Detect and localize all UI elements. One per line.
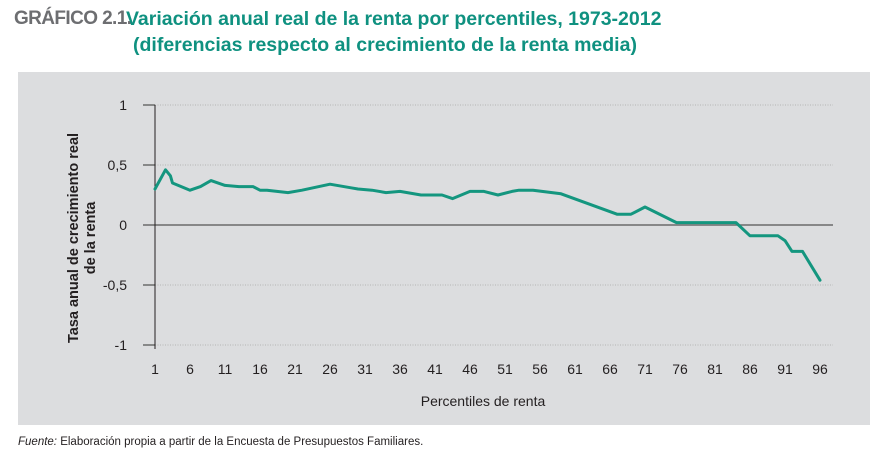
x-tick-label: 81 [707,361,723,377]
x-tick-label: 31 [357,361,373,377]
x-tick-label: 1 [151,361,159,377]
source-label: Fuente: [18,436,57,448]
y-tick-labels: 1 0,5 0 -0,5 -1 [103,97,127,353]
x-tick-label: 61 [567,361,583,377]
x-tick-label: 21 [287,361,303,377]
x-tick-label: 16 [252,361,268,377]
title-line-2: (diferencias respecto al crecimiento de … [133,34,637,56]
series-line [153,168,822,282]
x-tick-label: 66 [602,361,618,377]
y-axis-label-line: de la renta [83,201,99,274]
y-tick-label: 0 [119,217,127,233]
gridlines [143,104,833,346]
series [153,168,822,282]
x-tick-labels: 1 6 11 16 21 26 31 36 41 46 51 56 61 66 71 76 81 86 91 96 [151,361,828,377]
y-tick-label: -0,5 [103,277,127,293]
x-tick-label: 51 [497,361,513,377]
x-tick-label: 11 [218,361,233,377]
x-tick-label: 86 [742,361,758,377]
y-tick-label: 1 [119,97,127,113]
chart-panel [18,72,870,425]
x-tick-label: 96 [812,361,828,377]
source-note: Fuente: Elaboración propia a partir de l… [18,436,423,448]
y-tick-label: -1 [115,337,128,353]
y-tick-label: 0,5 [108,157,128,173]
x-tick-label: 56 [532,361,548,377]
x-tick-label: 26 [322,361,338,377]
title-line-1: Variación anual real de la renta por per… [126,8,662,30]
y-axis-label: Tasa anual de crecimiento real de la rent… [66,133,99,343]
x-tick-label: 71 [637,361,653,377]
x-tick-label: 76 [672,361,688,377]
source-text: Elaboración propia a partir de la Encues… [57,436,424,448]
x-tick-label: 46 [462,361,478,377]
x-tick-label: 6 [186,361,194,377]
y-axis-label-line: Tasa anual de crecimiento real [66,133,82,343]
x-tick-label: 41 [427,361,443,377]
x-axis-label: Percentiles de renta [421,393,546,409]
x-tick-label: 91 [777,361,793,377]
figure-label: GRÁFICO 2.1. [14,8,132,29]
x-tick-label: 36 [392,361,408,377]
axes [143,104,156,349]
